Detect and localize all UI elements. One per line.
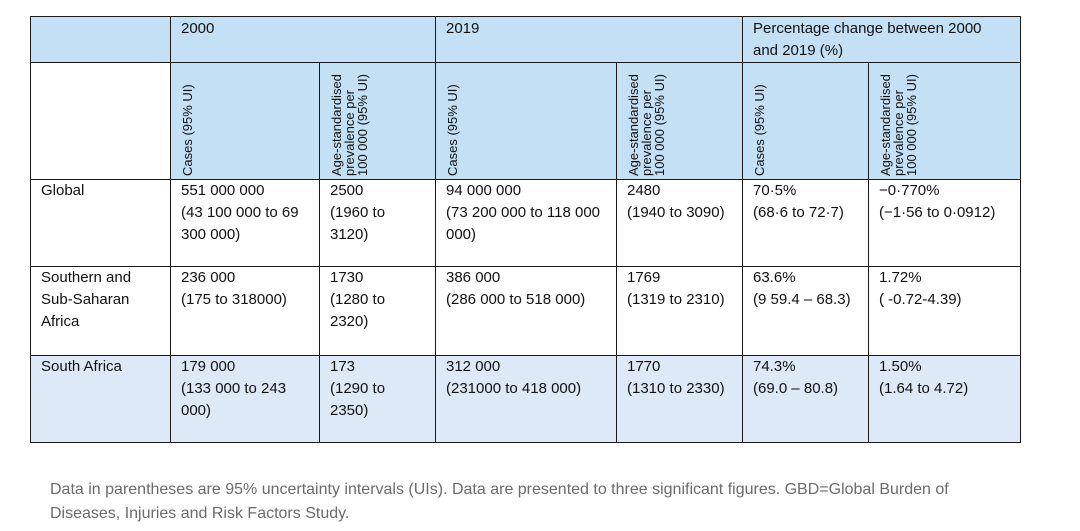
table-cell: 94 000 000 (73 200 000 to 118 000 000) — [435, 179, 617, 267]
table-cell: 179 000 (133 000 to 243 000) — [170, 355, 320, 443]
subheader-prevalence-2000-label: Age-standardised prevalence per 100 000 … — [329, 74, 370, 176]
subheader-cases-2019: Cases (95% UI) — [435, 62, 617, 180]
subheader-cases-2000: Cases (95% UI) — [170, 62, 320, 180]
row-label-south-africa: South Africa — [30, 355, 171, 443]
table-cell: 1.72%( -0.72-4.39) — [868, 266, 1021, 356]
table-row: Global 551 000 000 (43 100 000 to 69 300 … — [30, 179, 1021, 267]
table-cell: 173 (1290 to 2350) — [319, 355, 436, 443]
table-row: Southern and Sub-Saharan Africa 236 000(… — [30, 266, 1021, 356]
table-row-highlighted: South Africa 179 000 (133 000 to 243 000)… — [30, 355, 1021, 443]
table-cell: 386 000 (286 000 to 518 000) — [435, 266, 617, 356]
table-cell: 70·5% (68·6 to 72·7) — [742, 179, 869, 267]
table-cell: 551 000 000 (43 100 000 to 69 300 000) — [170, 179, 320, 267]
table-footnote: Data in parentheses are 95% uncertainty … — [50, 481, 949, 522]
table-cell: 236 000 (175 to 318000) — [170, 266, 320, 356]
header-year-2000: 2000 — [170, 16, 436, 63]
subheader-prevalence-2000: Age-standardised prevalence per 100 000 … — [319, 62, 436, 180]
subheader-empty-cell — [30, 62, 171, 180]
header-row-years: 2000 2019 Percentage change between 2000… — [30, 16, 1021, 63]
table-cell: 2480 (1940 to 3090) — [616, 179, 743, 267]
header-row-measures: Cases (95% UI) Age-standardised prevalen… — [30, 62, 1021, 180]
table-cell: 1.50% (1.64 to 4.72) — [868, 355, 1021, 443]
table-cell: 1730 (1280 to 2320) — [319, 266, 436, 356]
table-cell: 2500 (1960 to 3120) — [319, 179, 436, 267]
subheader-cases-2019-label: Cases (95% UI) — [445, 84, 460, 176]
table-cell: 1770 (1310 to 2330) — [616, 355, 743, 443]
subheader-prevalence-2019: Age-standardised prevalence per 100 000 … — [616, 62, 743, 180]
subheader-cases-change: Cases (95% UI) — [742, 62, 869, 180]
row-label-southern-sub-saharan-africa: Southern and Sub-Saharan Africa — [30, 266, 171, 356]
table-cell: 312 000 (231000 to 418 000) — [435, 355, 617, 443]
subheader-cases-change-label: Cases (95% UI) — [752, 84, 767, 176]
subheader-prevalence-change: Age-standardised prevalence per 100 000 … — [868, 62, 1021, 180]
header-year-2019: 2019 — [435, 16, 743, 63]
header-empty-cell — [30, 16, 171, 63]
subheader-prevalence-2019-label: Age-standardised prevalence per 100 000 … — [626, 74, 667, 176]
gbd-prevalence-table: 2000 2019 Percentage change between 2000… — [30, 16, 1021, 443]
header-percentage-change: Percentage change between 2000 and 2019 … — [742, 16, 1021, 63]
table-cell: −0·770% (−1·56 to 0·0912) — [868, 179, 1021, 267]
subheader-prevalence-change-label: Age-standardised prevalence per 100 000 … — [878, 74, 919, 176]
table-cell: 74.3% (69.0 – 80.8) — [742, 355, 869, 443]
row-label-global: Global — [30, 179, 171, 267]
table-cell: 63.6% (9 59.4 – 68.3) — [742, 266, 869, 356]
subheader-cases-2000-label: Cases (95% UI) — [180, 84, 195, 176]
table-cell: 1769 (1319 to 2310) — [616, 266, 743, 356]
